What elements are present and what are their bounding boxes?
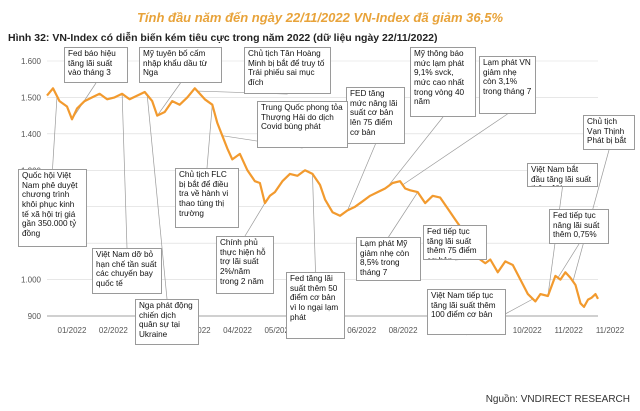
annotation-box: Việt Nam dỡ bỏ hạn chế tần suất các chuy… — [92, 248, 162, 294]
y-tick-label: 900 — [28, 312, 42, 321]
annotation-box: FED tăng mức nâng lãi suất cơ bản lên 75… — [346, 87, 405, 144]
annotation-leader-line — [52, 96, 58, 170]
annotation-box: Fed báo hiệu tăng lãi suất vào tháng 3 — [64, 47, 128, 83]
x-tick-label: 06/2022 — [347, 326, 376, 335]
figure-caption: Hình 32: VN-Index có diễn biến kém tiêu … — [8, 32, 438, 44]
annotation-box: Lạm phát VN giảm nhẹ còn 3,1% trong thán… — [479, 56, 536, 114]
annotation-box: Việt Nam tiếp tục tăng lãi suất thêm 100… — [427, 289, 506, 335]
annotation-leader-line — [347, 143, 376, 211]
annotation-leader-line — [312, 173, 316, 273]
x-tick-label: 11/2022 — [596, 326, 625, 335]
x-tick-label: 05/2022 — [264, 326, 293, 335]
annotation-leader-line — [557, 243, 580, 278]
source-note: Nguồn: VNDIRECT RESEARCH — [485, 394, 630, 405]
annotation-box: Nga phát động chiến dịch quân sự tại Ukr… — [135, 299, 199, 345]
vn-index-series-line — [46, 87, 599, 308]
y-tick-label: 1.600 — [21, 57, 42, 66]
annotation-box: Fed tiếp tục nâng lãi suất thêm 0,75% — [549, 209, 609, 244]
annotation-leader-line — [156, 82, 181, 116]
y-tick-label: 1.500 — [21, 93, 42, 102]
annotation-box: Mỹ thông báo mức lạm phát 9,1% svck, mức… — [410, 47, 476, 117]
annotation-leader-line — [402, 113, 508, 186]
annotation-box: Fed tăng lãi suất thêm 50 điểm cơ bản vì… — [286, 272, 345, 339]
y-tick-label: 1.000 — [21, 276, 42, 285]
annotation-box: Fed tiếp tục tăng lãi suất thêm 75 điểm … — [423, 225, 487, 260]
x-tick-label: 11/2022 — [554, 326, 583, 335]
x-tick-label: 08/2022 — [389, 326, 418, 335]
annotation-leader-line — [388, 191, 418, 238]
annotation-leader-line — [146, 94, 168, 300]
annotation-box: Chủ tịch FLC bị bắt để điều tra về hành … — [175, 168, 239, 228]
annotation-box: Quốc hội Việt Nam phê duyệt chương trình… — [18, 169, 87, 247]
x-tick-label: 04/2022 — [223, 326, 252, 335]
annotation-leader-line — [244, 202, 266, 237]
annotation-box: Lạm phát Mỹ giảm nhẹ còn 8,5% trong thán… — [356, 237, 421, 281]
x-tick-label: 10/2022 — [513, 326, 542, 335]
annotation-box: Việt Nam bắt đầu tăng lãi suất thêm 1% — [527, 163, 598, 187]
annotation-leader-line — [121, 93, 128, 249]
x-tick-label: 01/2022 — [58, 326, 87, 335]
chart-headline: Tính đầu năm đến ngày 22/11/2022 VN-Inde… — [136, 10, 504, 25]
x-tick-label: 02/2022 — [99, 326, 128, 335]
annotation-leader-line — [206, 104, 213, 169]
annotation-box: Chính phủ thực hiện hỗ trợ lãi suất 2%/n… — [216, 236, 274, 294]
annotation-box: Trung Quốc phong tỏa Thượng Hải do dịch … — [257, 101, 348, 148]
annotation-leader-line — [387, 116, 444, 187]
annotation-box: Chủ tịch Vạn Thịnh Phát bị bắt — [583, 115, 635, 150]
annotation-box: Mỹ tuyên bố cấm nhập khẩu dầu từ Nga — [139, 47, 222, 83]
annotation-box: Chủ tịch Tân Hoàng Minh bị bắt để truy t… — [244, 47, 331, 94]
y-tick-label: 1.400 — [21, 130, 42, 139]
